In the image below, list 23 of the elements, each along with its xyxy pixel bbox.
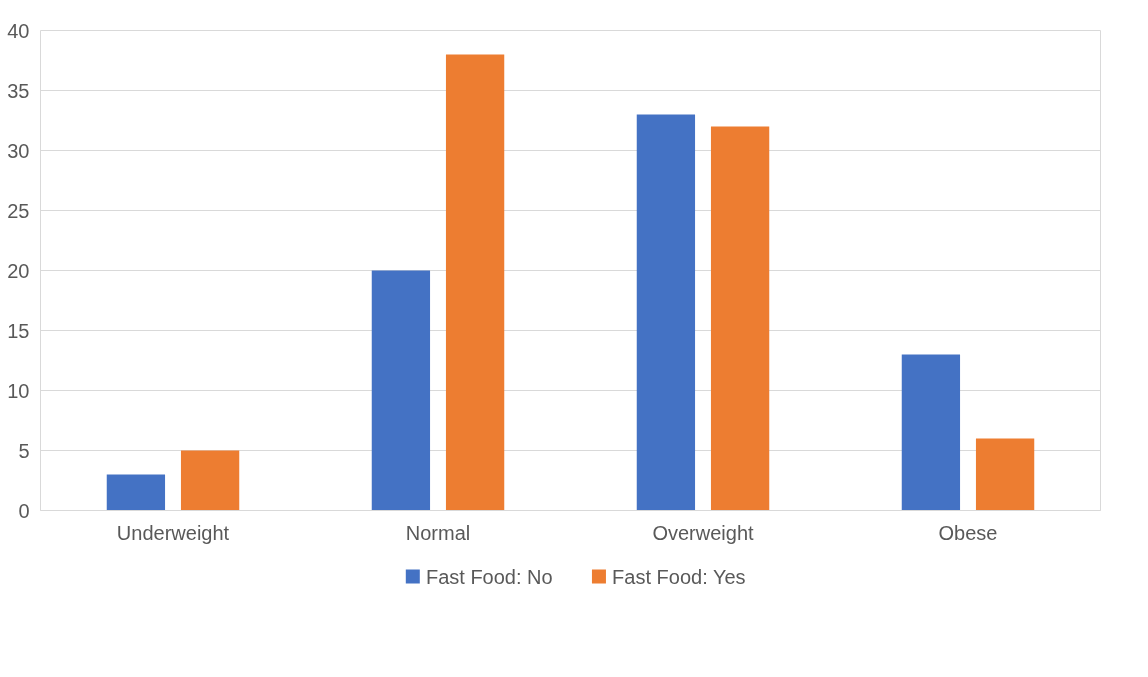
legend-label: Fast Food: No (425, 565, 553, 588)
bar (106, 474, 166, 511)
y-tick-label: 30 (7, 139, 30, 162)
x-tick-label: Normal (405, 521, 471, 544)
bar (636, 114, 696, 511)
y-tick-label: 40 (7, 19, 30, 42)
bar (180, 450, 240, 511)
bar (445, 54, 505, 511)
x-tick-label: Obese (938, 521, 998, 544)
y-tick-label: 35 (7, 79, 30, 102)
bar (371, 270, 431, 511)
x-tick-label: Overweight (652, 521, 755, 544)
y-tick-label: 0 (18, 499, 30, 522)
x-tick-label: Underweight (116, 521, 230, 544)
bar (901, 354, 961, 511)
bar (975, 438, 1035, 511)
legend-label: Fast Food: Yes (612, 565, 746, 588)
y-tick-label: 5 (18, 439, 30, 462)
y-tick-label: 15 (7, 319, 30, 342)
y-tick-label: 20 (7, 259, 30, 282)
y-tick-label: 25 (7, 199, 30, 222)
y-tick-label: 10 (7, 379, 30, 402)
bar (710, 126, 770, 511)
